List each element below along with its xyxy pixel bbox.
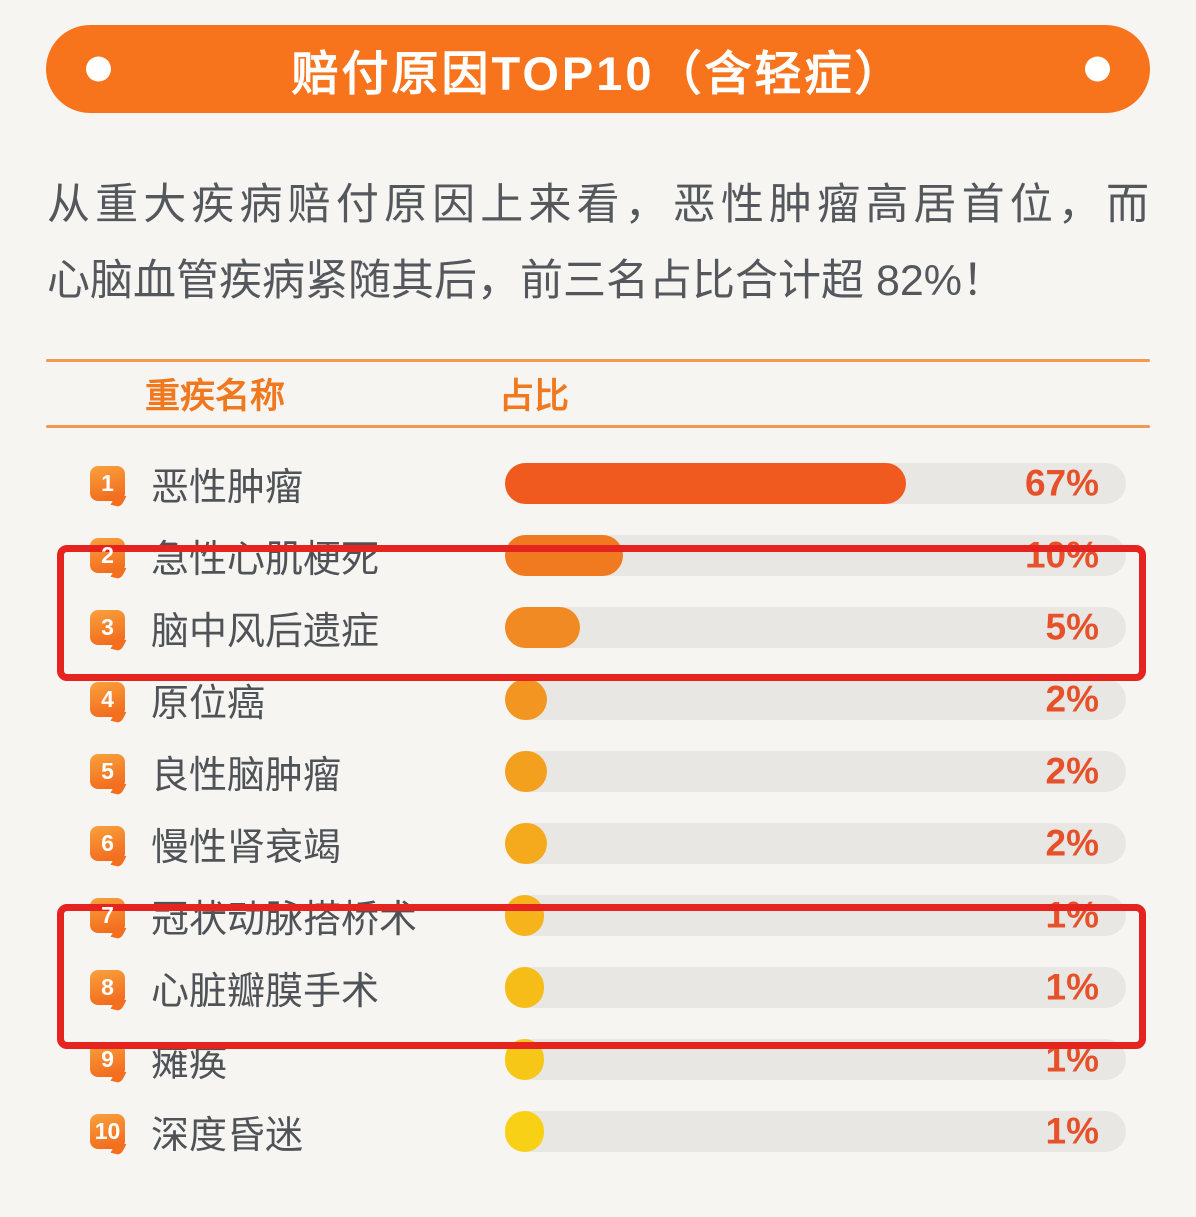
rank-badge: 9	[90, 1041, 125, 1077]
rank-badge: 2	[90, 537, 125, 573]
table-row: 9 瘫痪 1%	[46, 1023, 1150, 1095]
description-line-1: 从重大疾病赔付原因上来看，恶性肿瘤高居首位，而	[47, 181, 1149, 229]
table-header-row: 重疾名称 占比	[46, 362, 1150, 425]
share-bar-track: 2%	[505, 750, 1126, 792]
share-bar-fill	[505, 894, 545, 936]
share-percent-label: 10%	[1024, 534, 1099, 576]
share-percent-label: 1%	[1045, 1110, 1099, 1152]
rank-badge: 6	[90, 825, 125, 861]
banner-dot-left-icon	[86, 56, 111, 82]
rank-badge: 1	[90, 465, 125, 501]
rank-number: 2	[101, 541, 114, 568]
description-paragraph: 从重大疾病赔付原因上来看，恶性肿瘤高居首位，而 心脑血管疾病紧随其后，前三名占比…	[47, 167, 1149, 319]
share-percent-label: 1%	[1045, 966, 1099, 1008]
share-bar-track: 1%	[505, 1110, 1126, 1152]
share-bar-track: 10%	[505, 534, 1126, 576]
header-bottom-rule	[46, 425, 1150, 428]
rank-badge: 4	[90, 681, 125, 717]
share-percent-label: 67%	[1024, 462, 1099, 504]
share-bar-fill	[505, 1110, 545, 1152]
title-banner: 赔付原因TOP10（含轻症）	[46, 25, 1150, 113]
share-bar-track: 1%	[505, 966, 1126, 1008]
rank-number: 8	[101, 973, 114, 1000]
share-bar-fill	[505, 1038, 545, 1080]
disease-name-label: 深度昏迷	[151, 1114, 304, 1157]
rank-number: 10	[94, 1117, 121, 1144]
description-line-2: 心脑血管疾病紧随其后，前三名占比合计超 82%！	[47, 257, 1006, 305]
share-bar-track: 1%	[505, 894, 1126, 936]
banner-dot-right-icon	[1085, 56, 1110, 82]
rank-badge: 10	[90, 1113, 125, 1149]
rank-badge: 5	[90, 753, 125, 789]
share-bar-track: 2%	[505, 822, 1126, 864]
disease-name-label: 脑中风后遗症	[151, 610, 380, 653]
share-bar-fill	[505, 606, 580, 648]
table-row: 3 脑中风后遗症 5%	[46, 591, 1150, 663]
share-percent-label: 2%	[1045, 822, 1099, 864]
disease-name-label: 良性脑肿瘤	[151, 754, 342, 797]
share-bar-fill	[505, 534, 623, 576]
share-percent-label: 1%	[1045, 1038, 1099, 1080]
table-row: 5 良性脑肿瘤 2%	[46, 735, 1150, 807]
disease-name-label: 急性心肌梗死	[151, 538, 380, 581]
share-bar-fill	[505, 822, 548, 864]
disease-name-label: 瘫痪	[151, 1042, 228, 1085]
disease-name-label: 原位癌	[151, 682, 266, 725]
rank-badge: 8	[90, 969, 125, 1005]
share-bar-track: 1%	[505, 1038, 1126, 1080]
column-header-disease-name: 重疾名称	[145, 377, 286, 416]
share-percent-label: 2%	[1045, 750, 1099, 792]
share-bar-track: 67%	[505, 462, 1126, 504]
table-body: 1 恶性肿瘤 67% 2 急性心肌梗死 10% 3 脑中风后遗症 5% 4 原位…	[46, 428, 1150, 1167]
share-bar-track: 5%	[505, 606, 1126, 648]
disease-name-label: 冠状动脉搭桥术	[151, 898, 418, 941]
table-row: 1 恶性肿瘤 67%	[46, 447, 1150, 519]
share-percent-label: 2%	[1045, 678, 1099, 720]
rank-number: 1	[101, 469, 114, 496]
table-row: 7 冠状动脉搭桥术 1%	[46, 879, 1150, 951]
rank-number: 3	[101, 613, 114, 640]
share-bar-track: 2%	[505, 678, 1126, 720]
rank-number: 5	[101, 757, 114, 784]
share-bar-fill	[505, 966, 545, 1008]
share-percent-label: 1%	[1045, 894, 1099, 936]
share-percent-label: 5%	[1045, 606, 1099, 648]
table-row: 2 急性心肌梗死 10%	[46, 519, 1150, 591]
disease-name-label: 恶性肿瘤	[151, 466, 304, 509]
claims-table: 重疾名称 占比 1 恶性肿瘤 67% 2 急性心肌梗死 10% 3 脑中风后遗症…	[46, 359, 1150, 1167]
share-bar-fill	[505, 678, 548, 720]
table-row: 6 慢性肾衰竭 2%	[46, 807, 1150, 879]
table-row: 8 心脏瓣膜手术 1%	[46, 951, 1150, 1023]
rank-number: 6	[101, 829, 114, 856]
rank-number: 9	[101, 1045, 114, 1072]
table-row: 10 深度昏迷 1%	[46, 1095, 1150, 1167]
rank-badge: 3	[90, 609, 125, 645]
rank-number: 7	[101, 901, 114, 928]
page-title: 赔付原因TOP10（含轻症）	[291, 46, 905, 100]
rank-badge: 7	[90, 897, 125, 933]
header-top-rule	[46, 359, 1150, 362]
rank-number: 4	[101, 685, 114, 712]
disease-name-label: 心脏瓣膜手术	[151, 970, 380, 1013]
share-bar-fill	[505, 462, 906, 504]
share-bar-fill	[505, 750, 548, 792]
column-header-share: 占比	[499, 377, 570, 416]
table-row: 4 原位癌 2%	[46, 663, 1150, 735]
disease-name-label: 慢性肾衰竭	[151, 826, 342, 869]
